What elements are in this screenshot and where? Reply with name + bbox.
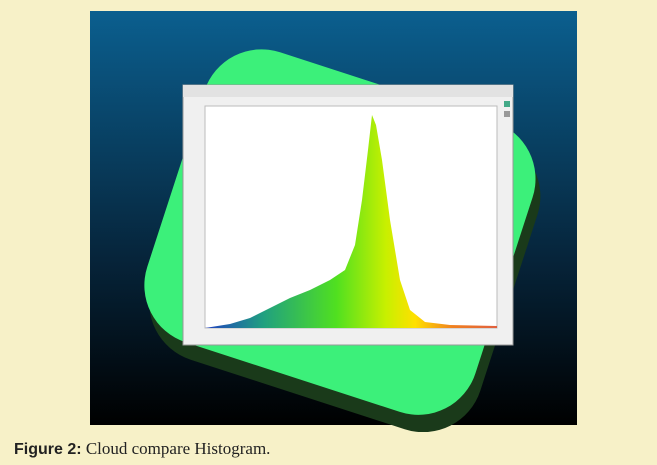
caption-text: Cloud compare Histogram. [86,439,271,458]
figure: Figure 2: Cloud compare Histogram. [0,0,657,465]
figure-label: Figure 2: [14,441,82,458]
histogram-window [183,85,513,345]
caption: Figure 2: Cloud compare Histogram. [14,439,270,459]
figure-image [0,0,657,432]
